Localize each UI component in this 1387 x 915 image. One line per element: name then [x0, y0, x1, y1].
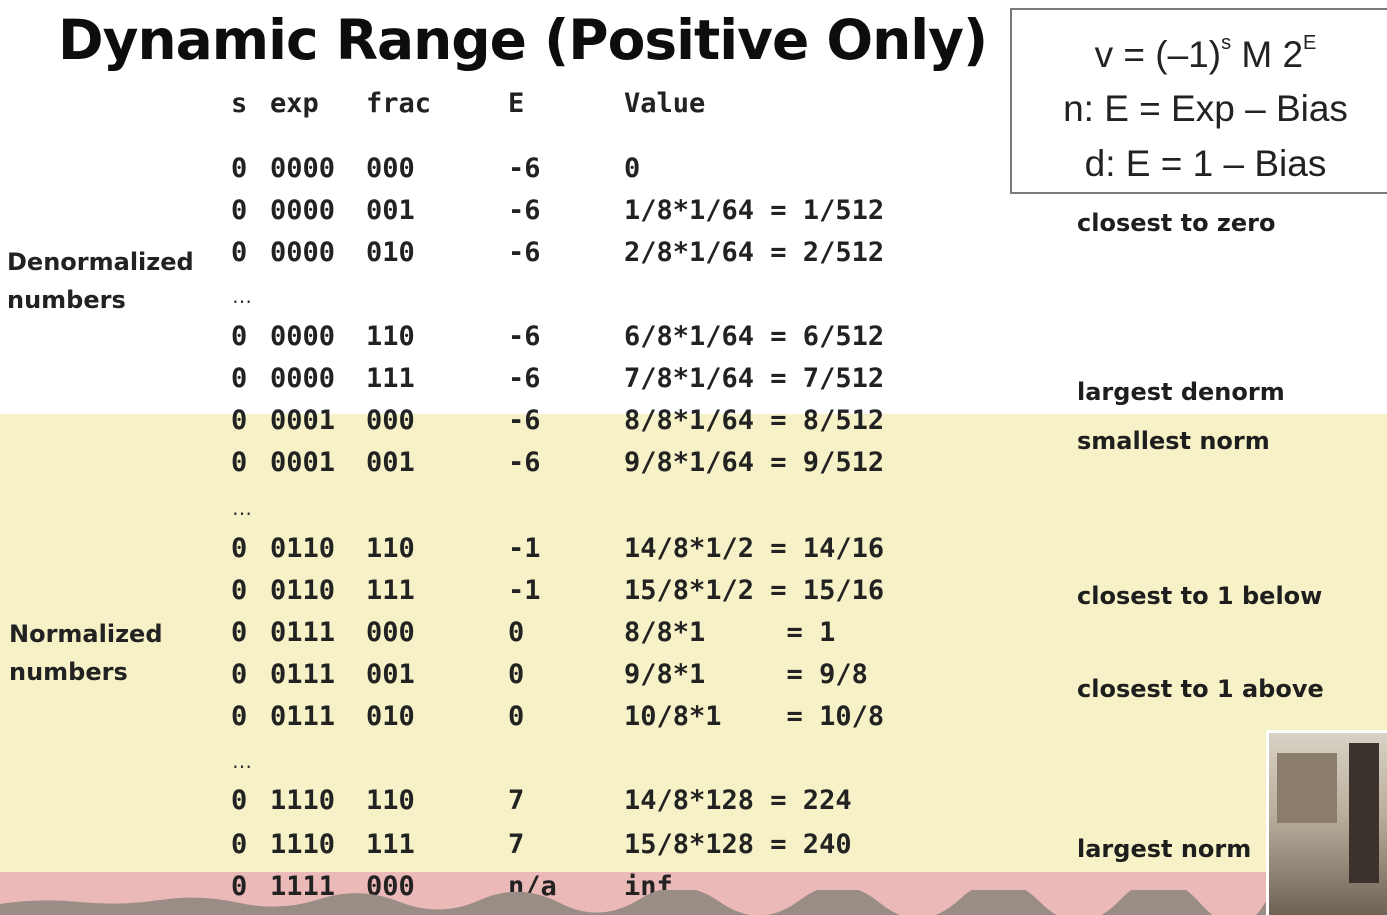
cell-frac: 111: [366, 363, 415, 394]
cell-exp: 0001: [270, 405, 336, 436]
cell-exp: 0000: [270, 195, 336, 226]
cell-frac: 001: [366, 195, 415, 226]
cell-frac: 010: [366, 237, 415, 268]
note-closest-above: closest to 1 above: [1077, 675, 1324, 703]
cell-e: -1: [508, 575, 541, 606]
ellipsis: …: [232, 284, 252, 308]
cell-s: 0: [231, 829, 248, 860]
header-s: s: [231, 88, 248, 119]
cell-s: 0: [231, 195, 248, 226]
cell-frac: 010: [366, 701, 415, 732]
cell-frac: 000: [366, 617, 415, 648]
formula-box: v = (–1)s M 2E n: E = Exp – Bias d: E = …: [1010, 8, 1387, 194]
cell-value: 14/8*1/2 = 14/16: [624, 533, 885, 564]
cell-s: 0: [231, 447, 248, 478]
cell-s: 0: [231, 701, 248, 732]
note-closest-below: closest to 1 below: [1077, 582, 1323, 610]
cell-value: 7/8*1/64 = 7/512: [624, 363, 885, 394]
cell-value: 9/8*1 = 9/8: [624, 659, 868, 690]
cell-exp: 0111: [270, 701, 336, 732]
cell-e: -6: [508, 237, 541, 268]
cell-exp: 0110: [270, 575, 336, 606]
presenter-video-thumbnail: [1266, 730, 1387, 915]
header-value: Value: [624, 88, 706, 119]
cell-frac: 110: [366, 785, 415, 816]
cell-e: 7: [508, 785, 525, 816]
cell-s: 0: [231, 575, 248, 606]
bottom-decoration: [0, 890, 1266, 915]
denormalized-label: Denormalized numbers: [7, 248, 194, 314]
formula-normalized-line: n: E = Exp – Bias: [1063, 88, 1348, 129]
cell-s: 0: [231, 785, 248, 816]
header-exp: exp: [270, 88, 319, 119]
cell-e: -6: [508, 153, 541, 184]
cell-frac: 111: [366, 575, 415, 606]
cell-frac: 111: [366, 829, 415, 860]
note-largest-denorm: largest denorm: [1077, 378, 1285, 406]
cell-value: 0: [624, 153, 641, 184]
cell-s: 0: [231, 533, 248, 564]
cell-exp: 1111: [270, 871, 336, 902]
cell-s: 0: [231, 617, 248, 648]
cell-e: -6: [508, 195, 541, 226]
normalized-band: [0, 414, 1387, 872]
formula-denormalized-line: d: E = 1 – Bias: [1084, 143, 1327, 184]
cell-frac: 001: [366, 659, 415, 690]
formula-value-line: v = (–1)s M 2E: [1094, 32, 1317, 75]
cell-value: 1/8*1/64 = 1/512: [624, 195, 885, 226]
cell-exp: 0111: [270, 617, 336, 648]
cell-s: 0: [231, 153, 248, 184]
cell-e: -1: [508, 533, 541, 564]
cell-value: 10/8*1 = 10/8: [624, 701, 885, 732]
header-frac: frac: [366, 88, 432, 119]
header-e: E: [508, 88, 525, 119]
cell-exp: 0001: [270, 447, 336, 478]
cell-s: 0: [231, 237, 248, 268]
cell-e: -6: [508, 447, 541, 478]
cell-frac: 000: [366, 153, 415, 184]
cell-value: 2/8*1/64 = 2/512: [624, 237, 885, 268]
note-largest-norm: largest norm: [1077, 835, 1252, 863]
cell-s: 0: [231, 363, 248, 394]
ellipsis: …: [232, 496, 252, 520]
cell-exp: 1110: [270, 829, 336, 860]
cell-exp: 0000: [270, 321, 336, 352]
cell-value: 6/8*1/64 = 6/512: [624, 321, 885, 352]
cell-exp: 0000: [270, 237, 336, 268]
cell-frac: 110: [366, 533, 415, 564]
ellipsis: …: [232, 749, 252, 773]
cell-exp: 0111: [270, 659, 336, 690]
cell-value: 9/8*1/64 = 9/512: [624, 447, 885, 478]
cell-e: -6: [508, 405, 541, 436]
cell-frac: 000: [366, 405, 415, 436]
cell-exp: 0000: [270, 153, 336, 184]
cell-exp: 0000: [270, 363, 336, 394]
cell-s: 0: [231, 405, 248, 436]
note-closest-to-zero: closest to zero: [1077, 209, 1276, 237]
cell-value: 14/8*128 = 224: [624, 785, 852, 816]
cell-s: 0: [231, 871, 248, 902]
cell-value: 8/8*1/64 = 8/512: [624, 405, 885, 436]
cell-e: 7: [508, 829, 525, 860]
cell-exp: 0110: [270, 533, 336, 564]
cell-s: 0: [231, 321, 248, 352]
cell-value: 8/8*1 = 1: [624, 617, 836, 648]
cell-value: 15/8*128 = 240: [624, 829, 852, 860]
cell-frac: 001: [366, 447, 415, 478]
cell-e: 0: [508, 617, 525, 648]
cell-frac: 110: [366, 321, 415, 352]
cell-e: -6: [508, 363, 541, 394]
cell-s: 0: [231, 659, 248, 690]
cell-e: 0: [508, 701, 525, 732]
note-smallest-norm: smallest norm: [1077, 427, 1270, 455]
slide-title: Dynamic Range (Positive Only): [58, 8, 988, 72]
cell-e: 0: [508, 659, 525, 690]
cell-e: -6: [508, 321, 541, 352]
cell-value: 15/8*1/2 = 15/16: [624, 575, 885, 606]
normalized-label: Normalized numbers: [9, 620, 163, 686]
cell-exp: 1110: [270, 785, 336, 816]
